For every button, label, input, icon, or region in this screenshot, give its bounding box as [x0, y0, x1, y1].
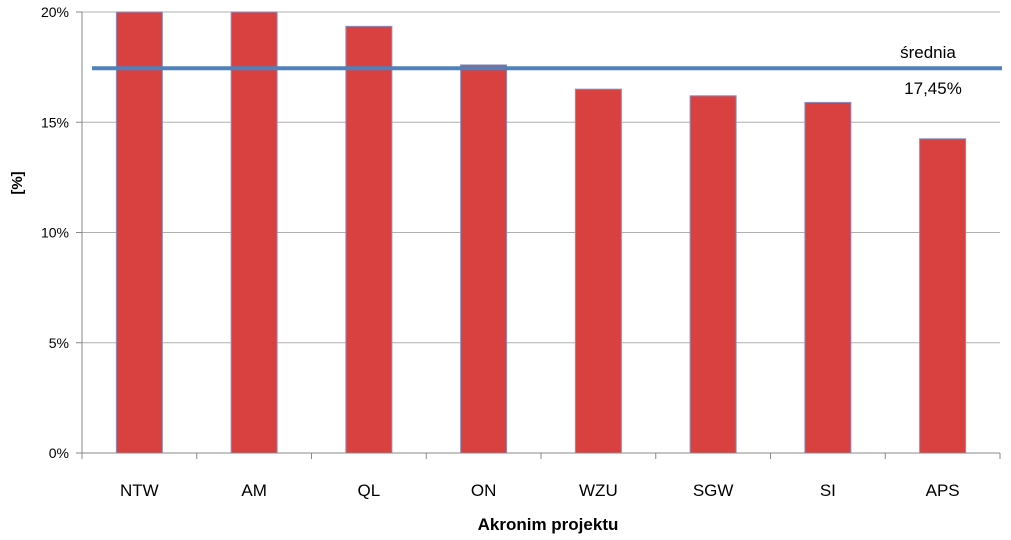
bar-sgw [689, 95, 737, 454]
y-axis-ticks: 0% 5% 10% 15% 20% [41, 4, 82, 461]
x-tick-label: NTW [120, 481, 159, 500]
y-tick-label: 15% [41, 114, 69, 130]
x-tick-label: QL [358, 481, 381, 500]
y-tick-label: 20% [41, 4, 69, 20]
bar-am [230, 11, 278, 454]
x-tick-label: WZU [579, 481, 618, 500]
bar-si [804, 101, 852, 454]
y-tick-label: 5% [49, 335, 69, 351]
y-tick-label: 0% [49, 445, 69, 461]
bar-on [460, 64, 508, 454]
bar-ql [345, 25, 393, 454]
y-tick-label: 10% [41, 225, 69, 241]
average-label: średnia [900, 43, 956, 62]
bars [115, 11, 967, 454]
x-tick-label: APS [926, 481, 960, 500]
x-tick-label: SGW [693, 481, 734, 500]
x-tick-label: AM [241, 481, 267, 500]
x-tick-label: SI [820, 481, 836, 500]
average-line-group: średnia 17,45% [92, 43, 1002, 98]
bar-ntw [115, 11, 163, 454]
bar-aps [919, 138, 967, 454]
y-axis-label: [%] [9, 171, 26, 194]
bar-wzu [574, 88, 622, 454]
x-axis [81, 12, 1001, 459]
gridlines [82, 11, 1000, 344]
x-axis-label: Akronim projektu [478, 515, 619, 534]
x-tick-label: ON [471, 481, 497, 500]
average-value-label: 17,45% [904, 79, 962, 98]
x-axis-categories: NTW AM QL ON WZU SGW SI APS [120, 481, 960, 500]
